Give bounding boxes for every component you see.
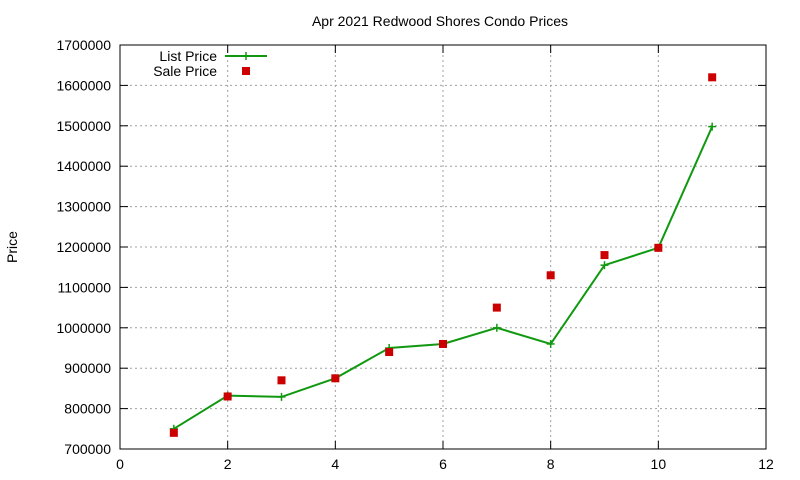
y-tick-label: 1000000 bbox=[56, 320, 111, 336]
y-tick-label: 1100000 bbox=[58, 279, 112, 295]
y-tick-label: 900000 bbox=[64, 360, 111, 376]
sale-price-point bbox=[277, 376, 286, 385]
y-axis-label: Price bbox=[4, 231, 20, 263]
sale-price-point bbox=[385, 348, 394, 357]
series bbox=[169, 73, 717, 437]
sale-price-point bbox=[439, 339, 447, 348]
sale-price-point bbox=[331, 374, 340, 383]
sale-price-point bbox=[708, 73, 717, 82]
x-tick-label: 12 bbox=[758, 456, 774, 472]
x-tick-label: 8 bbox=[547, 456, 555, 472]
sale-price-point bbox=[169, 428, 178, 437]
y-tick-label: 1400000 bbox=[56, 158, 111, 174]
list-price-point bbox=[546, 339, 555, 348]
axes: 700000 800000 900000 1000000 1100000 1200000 1… bbox=[56, 37, 774, 472]
y-tick-label: 1200000 bbox=[56, 239, 111, 255]
x-tick-label: 0 bbox=[116, 456, 124, 472]
sale-price-point bbox=[492, 303, 501, 312]
legend-label: List Price bbox=[159, 48, 217, 64]
x-tick-label: 6 bbox=[439, 456, 447, 472]
sale-price-point bbox=[654, 243, 663, 252]
sale-price-point bbox=[546, 271, 555, 280]
chart-title: Apr 2021 Redwood Shores Condo Prices bbox=[312, 13, 568, 29]
sale-price-point bbox=[600, 251, 609, 260]
y-tick-label: 1500000 bbox=[56, 118, 111, 134]
legend-label: Sale Price bbox=[153, 63, 217, 79]
list-price-point bbox=[708, 122, 717, 131]
y-tick-label: 1300000 bbox=[56, 199, 111, 215]
list-price-point bbox=[277, 392, 286, 401]
y-tick-label: 700000 bbox=[64, 441, 111, 457]
y-tick-label: 1600000 bbox=[56, 77, 111, 93]
list-price-point bbox=[492, 323, 501, 332]
x-tick-label: 2 bbox=[224, 456, 232, 472]
x-tick-label: 4 bbox=[331, 456, 339, 472]
x-tick-label: 10 bbox=[651, 456, 667, 472]
list-price-point bbox=[600, 261, 609, 270]
plot-frame bbox=[119, 44, 767, 450]
y-tick-label: 1700000 bbox=[56, 37, 111, 53]
legend-square-swatch bbox=[242, 67, 250, 75]
sale-price-point bbox=[223, 392, 232, 401]
y-tick-label: 800000 bbox=[64, 401, 111, 417]
